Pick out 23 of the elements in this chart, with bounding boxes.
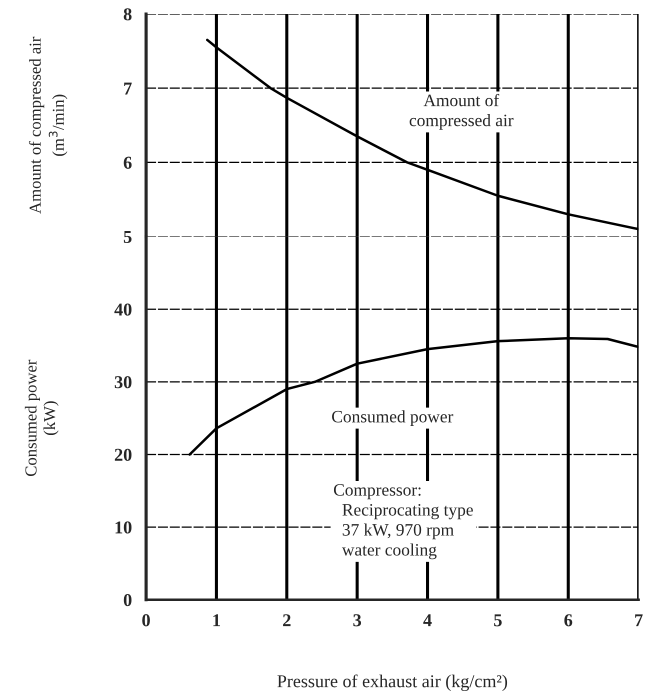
y-tick-label: 20 xyxy=(114,448,132,461)
y-tick-label: 10 xyxy=(116,521,132,534)
y-tick-label: 8 xyxy=(124,8,132,20)
y-tick-label: 6 xyxy=(124,156,132,169)
y-axis-title: Consumed power (kW) xyxy=(24,360,59,476)
x-tick-label: 5 xyxy=(494,614,502,626)
y-tick-label: 7 xyxy=(124,82,132,94)
x-tick-label: 7 xyxy=(635,614,643,626)
y-axis-title: Amount of compressed air (m$^{3}$/min) xyxy=(28,36,68,214)
x-axis-title: Pressure of exhaust air (kg/cm²) xyxy=(277,674,508,692)
y-tick-label: 5 xyxy=(124,231,132,244)
x-tick-label: 1 xyxy=(213,614,220,626)
x-tick-label: 6 xyxy=(564,614,572,626)
x-tick-label: 0 xyxy=(142,614,150,626)
y-tick-label: 40 xyxy=(114,303,132,316)
y-tick-label: 0 xyxy=(124,594,132,606)
annotation: Consumed power xyxy=(332,410,454,426)
y-tick-label: 30 xyxy=(114,376,132,388)
x-tick-label: 4 xyxy=(423,614,432,626)
annotation: Compressor: Reciprocating type 37 kW, 970 rpm water cooling xyxy=(334,484,473,560)
annotation: Amount of compressed air xyxy=(410,94,514,130)
x-tick-label: 3 xyxy=(353,614,362,626)
x-tick-label: 2 xyxy=(283,614,291,626)
